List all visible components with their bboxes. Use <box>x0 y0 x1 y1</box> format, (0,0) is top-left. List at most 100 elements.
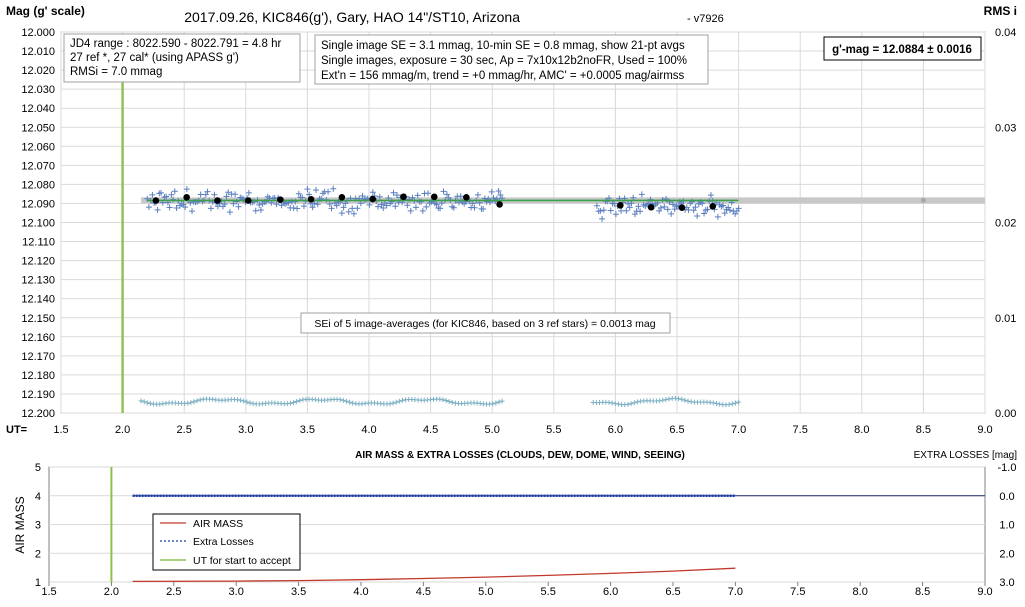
single-image-point <box>611 200 618 207</box>
y-tick-label: 12.150 <box>21 313 55 325</box>
single-image-point <box>166 204 173 211</box>
single-image-point <box>423 203 430 210</box>
rms-point <box>141 399 147 405</box>
rms-point <box>387 401 393 407</box>
average-point <box>276 196 284 203</box>
rms-point <box>343 398 349 404</box>
single-image-point <box>694 213 701 220</box>
rms-point <box>449 399 455 405</box>
rms-point <box>726 401 732 407</box>
airmass-x-tick-label: 2.0 <box>104 586 119 598</box>
single-image-point <box>600 207 607 214</box>
rms-point <box>396 398 402 404</box>
single-image-point <box>704 206 711 213</box>
rms-point <box>634 399 640 405</box>
single-image-point <box>388 198 395 205</box>
y-tick-label: 12.000 <box>21 27 55 39</box>
x-tick-label: 4.5 <box>423 424 438 436</box>
rms-point <box>729 401 735 407</box>
airmass-x-tick-label: 8.5 <box>915 586 930 598</box>
single-image-point <box>669 201 676 208</box>
y-tick-label: 12.110 <box>22 237 55 249</box>
rms-point <box>496 399 502 405</box>
y-tick-label: 12.010 <box>21 46 55 58</box>
single-image-point <box>661 203 668 210</box>
grid-lines <box>60 31 986 414</box>
rms-point <box>390 400 396 406</box>
single-image-point <box>607 207 614 214</box>
y-tick-label: 12.050 <box>21 122 55 134</box>
single-image-point <box>474 191 481 198</box>
y-tick-label: 12.060 <box>21 141 55 153</box>
x-tick-label: 9.0 <box>977 424 992 436</box>
x-tick-label: 5.5 <box>546 424 561 436</box>
single-image-point <box>440 188 447 195</box>
rms-point <box>238 397 244 403</box>
average-point <box>647 203 655 211</box>
rms-point <box>682 397 688 403</box>
single-image-point <box>221 201 228 208</box>
single-image-point <box>309 204 316 211</box>
single-image-point <box>480 205 487 212</box>
single-image-point <box>225 189 232 196</box>
single-image-point <box>349 205 356 212</box>
rms-point <box>676 396 682 402</box>
info-box-range: JD4 range : 8022.590 - 8022.791 = 4.8 hr… <box>63 33 301 83</box>
x-tick-labels: 1.5 2.0 2.5 3.0 3.5 4.0 4.5 5.0 5.5 6.0 6.5 7.0 7.5 8… <box>53 424 992 436</box>
rms-point <box>241 398 247 404</box>
single-image-point <box>252 207 259 214</box>
average-point <box>463 194 470 201</box>
x-tick-label: 4.0 <box>361 424 376 436</box>
single-image-point <box>313 186 320 193</box>
rms-point <box>247 400 253 406</box>
single-image-point <box>338 210 345 217</box>
version-label: - v7926 <box>687 13 724 25</box>
single-image-point <box>488 188 495 195</box>
airmass-y-tick-label: 4 <box>35 491 41 503</box>
single-image-point <box>380 204 387 211</box>
single-image-point <box>637 208 644 215</box>
single-image-point <box>168 191 175 198</box>
rms-point <box>393 399 399 405</box>
airmass-x-tick-label: 2.5 <box>166 586 181 598</box>
average-point <box>709 203 717 210</box>
rms-point <box>612 401 618 407</box>
single-image-point <box>635 203 642 210</box>
extra-losses-axis-label: EXTRA LOSSES [mag] <box>914 450 1018 461</box>
y-tick-label: 12.030 <box>21 84 55 96</box>
single-image-point <box>345 208 352 215</box>
single-image-point <box>657 204 664 211</box>
single-image-point <box>406 196 413 203</box>
rms-point <box>185 400 191 406</box>
result-box: g'-mag = 12.0884 ± 0.0016 <box>823 36 982 61</box>
single-image-point <box>235 203 242 210</box>
y2-tick-label: 0.01 <box>995 313 1016 325</box>
average-point <box>307 195 315 203</box>
airmass-x-tick-label: 3.0 <box>229 586 244 598</box>
data-marks <box>121 80 985 413</box>
single-image-point <box>735 205 742 212</box>
single-image-point <box>328 205 335 212</box>
airmass-y-tick-label: 1 <box>35 577 41 589</box>
airmass-y-tick-label: 5 <box>35 462 41 474</box>
single-image-point <box>404 202 411 209</box>
single-image-point <box>230 200 237 207</box>
rms-point <box>493 400 499 406</box>
rms-point <box>713 401 719 407</box>
single-image-point <box>414 192 421 199</box>
average-point <box>617 202 624 209</box>
rms-point <box>294 399 300 405</box>
single-image-point <box>599 215 606 222</box>
single-image-point <box>273 201 280 208</box>
rms-point <box>291 399 297 405</box>
rms-point <box>490 401 496 407</box>
single-image-point <box>294 205 301 212</box>
single-image-point <box>189 208 196 215</box>
single-image-point <box>721 210 728 217</box>
airmass-line <box>132 567 736 583</box>
single-image-point <box>443 191 450 198</box>
single-image-point <box>295 190 302 197</box>
legend-extra-losses-label: Extra Losses <box>193 536 254 548</box>
single-image-point <box>183 186 190 193</box>
y-tick-label: 12.140 <box>21 294 55 306</box>
